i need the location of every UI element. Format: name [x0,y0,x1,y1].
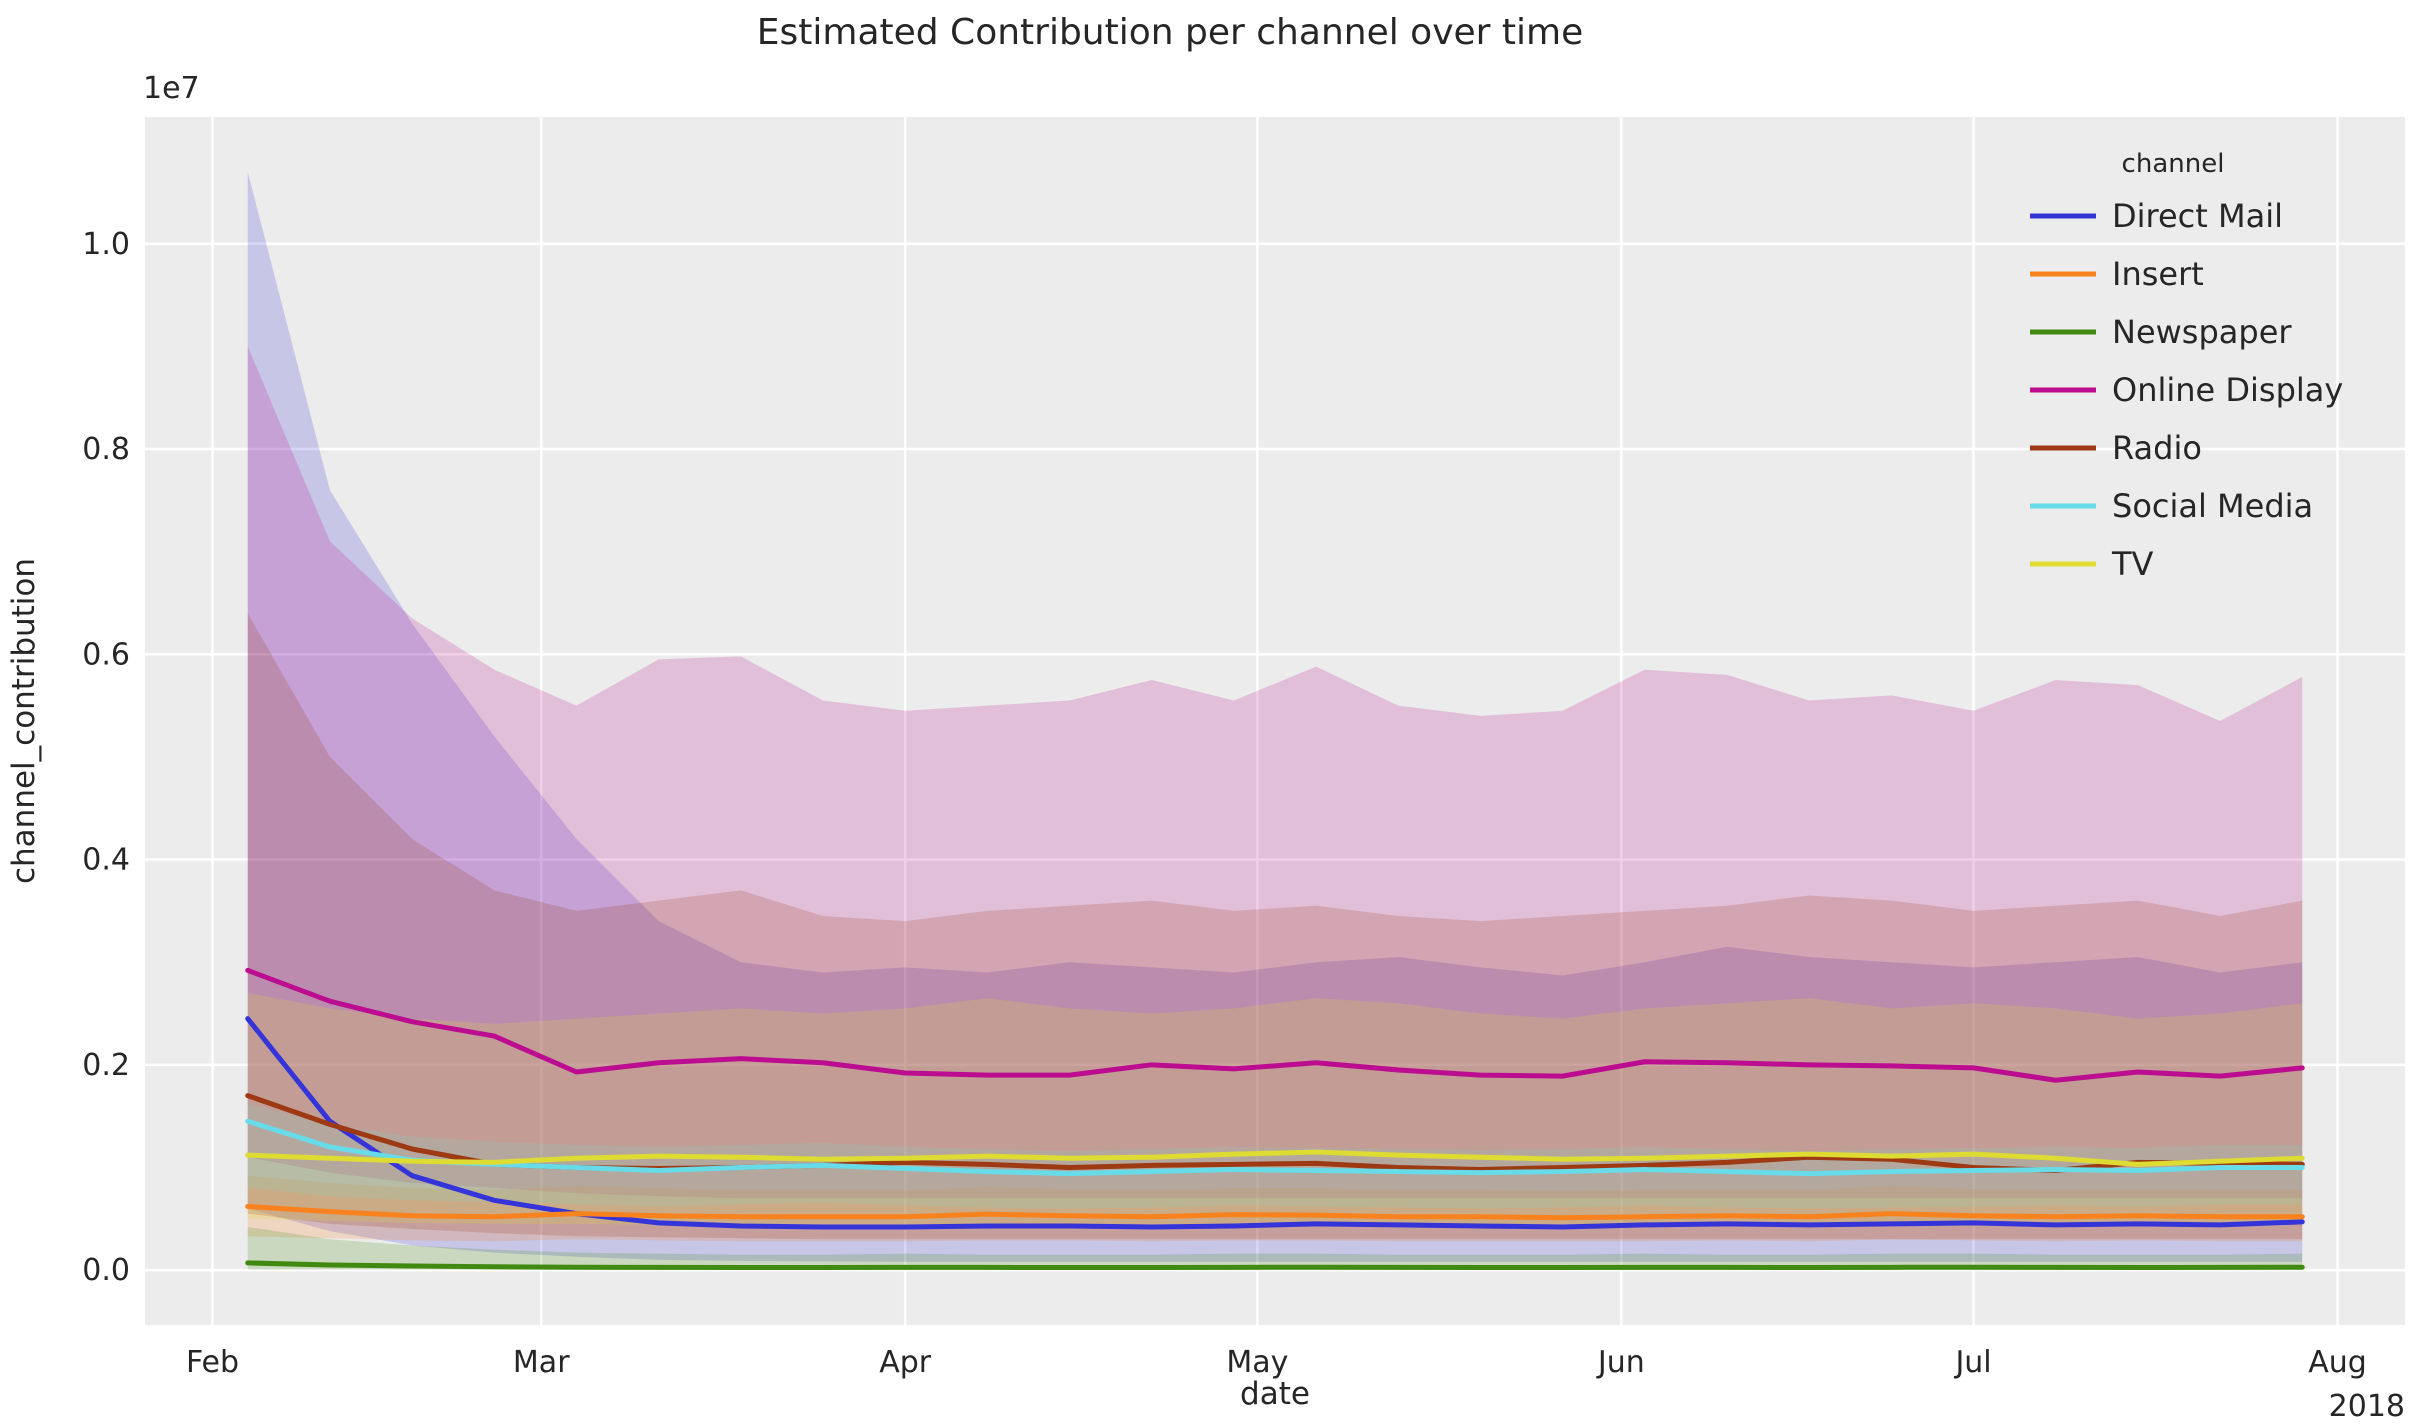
legend-label-tv: TV [2111,545,2154,583]
y-tick-0.8: 0.8 [82,432,130,467]
legend-label-radio: Radio [2112,429,2202,467]
y-tick-0.6: 0.6 [82,637,130,672]
legend-item-direct-mail: Direct Mail [2030,197,2283,235]
legend-item-insert: Insert [2030,255,2204,293]
legend-item-online-display: Online Display [2030,371,2343,409]
legend: Direct Mail Insert Newspaper Online Display… [2030,197,2343,583]
legend-label-social-media: Social Media [2112,487,2313,525]
ci-band-social-media [247,1103,2303,1209]
y-tick-0.2: 0.2 [82,1048,130,1083]
series-lines [245,967,2305,1271]
legend-label-direct-mail: Direct Mail [2112,197,2283,235]
y-tick-0.0: 0.0 [82,1253,130,1288]
x-tick-may: May [1226,1345,1288,1380]
ci-band-newspaper [247,1226,2303,1270]
legend-title: channel [2122,149,2225,179]
gridlines [145,117,2405,1325]
legend-label-online-display: Online Display [2112,371,2343,409]
x-tick-feb: Feb [186,1345,239,1380]
line-online-display [245,967,2305,1083]
legend-label-insert: Insert [2112,255,2204,293]
legend-item-tv: TV [2030,545,2154,583]
plot-area: Feb Mar Apr May Jun Jul Aug 0.0 0.2 0.4 0.6 0.8 1.0 [82,117,2405,1380]
x-tick-aug: Aug [2308,1345,2367,1380]
chart-title: Estimated Contribution per channel over … [757,12,1583,53]
y-axis-label: channel_contribution [6,558,42,884]
line-insert [245,1203,2305,1221]
ci-band-radio [247,613,2303,1240]
ci-band-tv [247,992,2303,1225]
legend-item-newspaper: Newspaper [2030,313,2292,351]
legend-item-radio: Radio [2030,429,2202,467]
line-tv [245,1149,2305,1167]
plot-background [145,117,2405,1325]
legend-item-social-media: Social Media [2030,487,2313,525]
legend-label-newspaper: Newspaper [2112,313,2292,351]
y-tick-1.0: 1.0 [82,227,130,262]
x-tick-apr: Apr [879,1345,932,1380]
ci-band-direct-mail [247,171,2303,1262]
x-axis-year-label: 2018 [2329,1389,2405,1423]
line-newspaper [245,1260,2305,1271]
ci-band-online-display [247,346,2303,1199]
tick-labels: Feb Mar Apr May Jun Jul Aug 0.0 0.2 0.4 0.6 0.8 1.0 [82,227,2367,1380]
x-tick-jul: Jul [1953,1345,1991,1380]
x-tick-mar: Mar [513,1345,570,1380]
x-tick-jun: Jun [1596,1345,1645,1380]
line-social-media [245,1118,2305,1177]
y-tick-0.4: 0.4 [82,843,130,878]
y-axis-offset-label: 1e7 [143,71,200,106]
x-axis-label: date [1240,1376,1310,1412]
